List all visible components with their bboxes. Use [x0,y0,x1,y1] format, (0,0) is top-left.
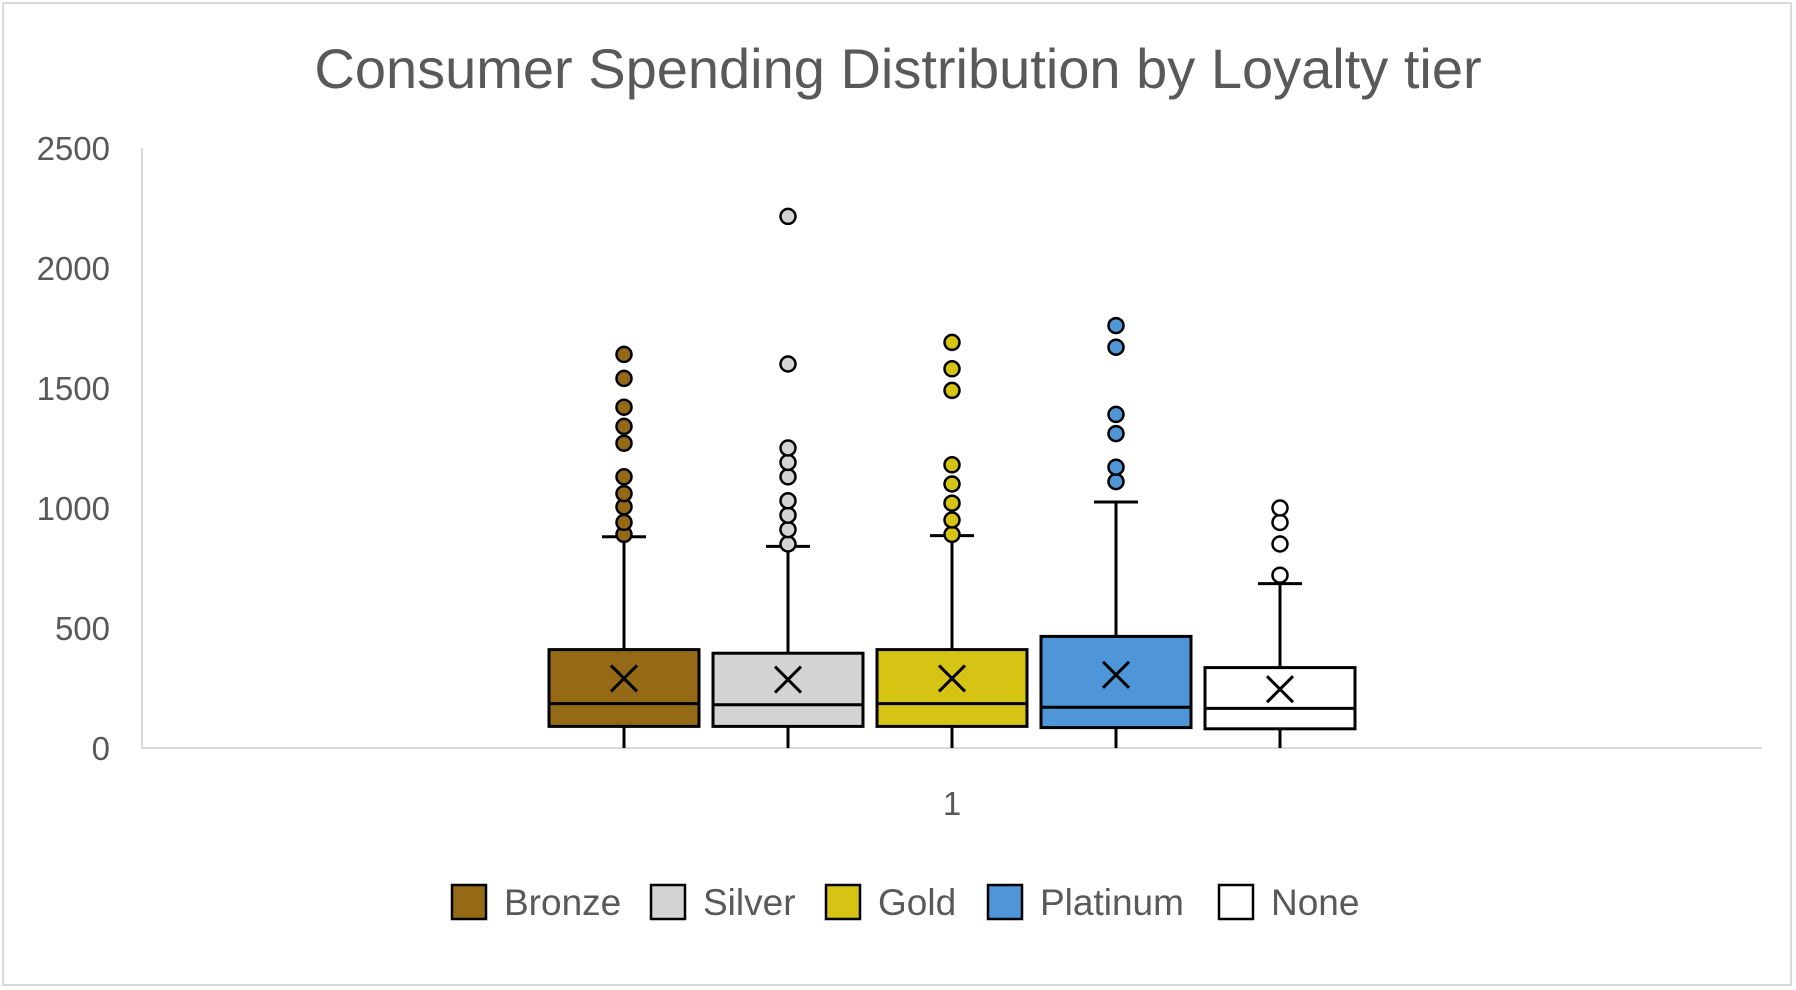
box-none [1203,499,1357,748]
box-gold [875,333,1029,748]
outlier-point [1271,566,1289,584]
legend-swatch-none [1217,883,1255,921]
legend-label-platinum: Platinum [1040,882,1184,923]
outlier-point [615,345,633,364]
y-tick-label: 2500 [37,130,110,167]
outlier-point [779,355,797,373]
outlier-point [1107,316,1125,335]
outlier-point [779,439,797,457]
legend-label-silver: Silver [703,882,796,923]
outlier-point [779,535,797,553]
legend-label-bronze: Bronze [504,882,621,923]
iqr-box [1039,634,1193,730]
y-tick-label: 2000 [37,250,110,287]
outlier-point [943,475,961,493]
x-tick-label: 1 [943,785,961,822]
outlier-point [615,369,633,388]
outlier-point [943,360,961,378]
outlier-point [615,513,633,532]
outlier-point [1107,405,1125,424]
outlier-point [943,456,961,474]
legend-swatch-bronze [450,883,488,921]
box-series [547,207,1357,748]
outlier-point [615,434,633,452]
box-bronze [547,345,701,748]
outlier-point [1107,472,1125,491]
y-tick-label: 1000 [37,490,110,527]
outlier-point [943,525,961,544]
outlier-point [615,484,633,503]
iqr-box [875,648,1029,728]
outlier-point [615,468,633,486]
mean-marker [937,664,967,693]
outlier-point [943,494,961,512]
outlier-point [1271,499,1289,517]
outlier-point [943,381,961,400]
outlier-point [779,506,797,524]
iqr-box [547,648,701,728]
outlier-point [943,511,961,529]
outlier-point [1107,424,1125,443]
legend-label-gold: Gold [878,882,956,923]
mean-marker [609,664,639,693]
mean-marker [1265,675,1295,704]
y-tick-label: 0 [92,730,110,767]
iqr-box [711,651,865,728]
legend-label-none: None [1271,882,1359,923]
mean-marker [1101,660,1131,689]
legend-swatch-silver [649,883,687,921]
y-tick-label: 1500 [37,370,110,407]
mean-marker [773,665,803,694]
outlier-point [1107,458,1125,476]
y-tick-label: 500 [55,610,110,647]
chart-title: Consumer Spending Distribution by Loyalt… [314,37,1481,100]
box-platinum [1039,316,1193,748]
outlier-point [779,520,797,539]
legend-swatch-gold [824,883,862,921]
legend: Bronze Silver Gold Platinum None [450,882,1359,923]
y-tick-labels: 0 500 1000 1500 2000 2500 [37,130,110,767]
outlier-point [615,398,633,416]
legend-swatch-platinum [986,883,1024,921]
outlier-point [1271,535,1289,553]
x-tick-labels: 1 [943,785,961,822]
outlier-point [1107,338,1125,356]
box-silver [711,207,865,748]
outlier-point [943,333,961,352]
outlier-point [779,207,797,226]
outlier-point [779,453,797,472]
outlier-point [779,492,797,510]
outlier-point [779,468,797,486]
iqr-box [1203,666,1357,731]
outlier-point [615,417,633,436]
outlier-point [1271,513,1289,532]
